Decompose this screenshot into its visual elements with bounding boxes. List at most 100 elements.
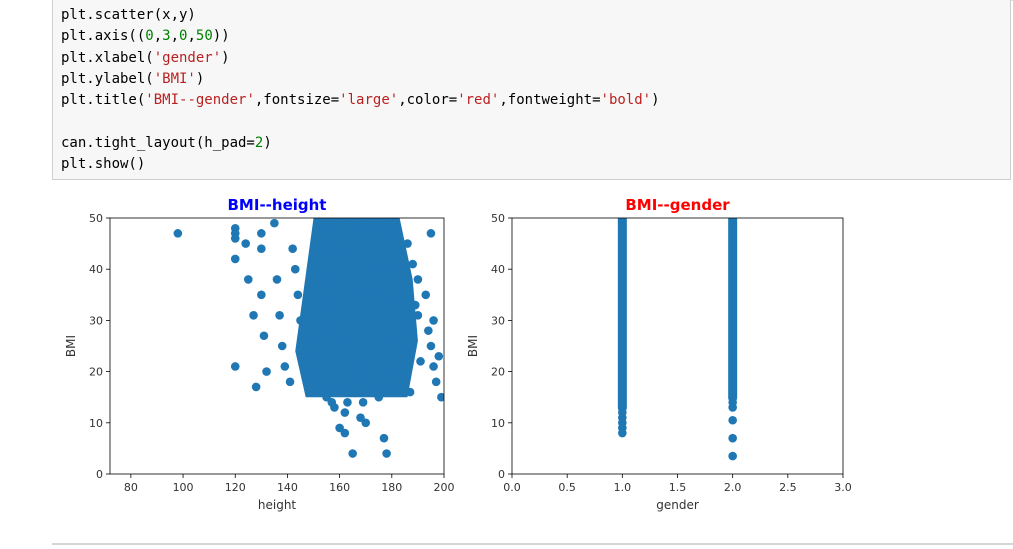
code-token: plt.axis(( [61, 28, 146, 45]
data-point [392, 264, 402, 274]
code-token: 'BMI--gender' [145, 92, 255, 109]
point-column [617, 218, 627, 413]
data-point [277, 341, 287, 351]
code-token: plt.show() [61, 156, 146, 173]
code-token: ) [263, 134, 272, 151]
code-line: plt.show() [61, 156, 145, 172]
data-point [377, 249, 386, 259]
point-column [728, 218, 738, 403]
data-point [343, 387, 352, 397]
next-cell-divider [52, 543, 1013, 545]
data-point [243, 275, 253, 284]
y-tick-label: 40 [89, 263, 103, 276]
code-token: 2 [254, 134, 264, 151]
plot-area [617, 218, 738, 461]
data-point [413, 275, 423, 284]
code-token: ) [651, 92, 660, 109]
data-point [298, 357, 308, 366]
data-point [304, 336, 313, 346]
y-tick-label: 30 [89, 314, 103, 327]
data-point [230, 362, 240, 371]
data-point [358, 398, 368, 407]
data-point [306, 351, 316, 361]
data-point [343, 398, 352, 407]
chart-title: BMI--height [228, 196, 327, 214]
data-point [728, 415, 737, 425]
data-point [319, 300, 329, 310]
data-point [424, 326, 433, 335]
data-point [728, 398, 737, 407]
y-tick-label: 10 [491, 417, 505, 430]
data-point [429, 362, 438, 371]
data-point [382, 449, 391, 458]
code-token: 'large' [339, 92, 399, 109]
data-point [262, 367, 271, 376]
data-point [429, 316, 438, 325]
y-axis-label: BMI [466, 335, 480, 357]
data-point [356, 372, 365, 382]
x-tick-label: 1.5 [669, 481, 687, 494]
x-tick-label: 0.0 [503, 481, 521, 494]
y-tick-label: 50 [491, 212, 505, 225]
data-point [257, 290, 266, 300]
data-point [309, 254, 318, 264]
data-point [366, 264, 376, 274]
data-point [437, 392, 444, 402]
code-token: ,fontsize= [254, 92, 340, 109]
data-point [371, 218, 381, 228]
code-line: plt.scatter(x,y) [61, 7, 196, 23]
data-point [241, 239, 250, 248]
y-axis-label: BMI [64, 335, 78, 357]
axes-frame [511, 217, 844, 475]
y-tick-label: 50 [89, 212, 103, 225]
data-point [259, 331, 269, 341]
data-point [251, 382, 261, 392]
x-tick-label: 100 [173, 481, 194, 494]
data-point [301, 316, 311, 325]
data-point [434, 351, 444, 361]
data-point [403, 239, 412, 248]
data-point [416, 357, 425, 366]
data-point [426, 229, 436, 238]
plot-area [173, 218, 444, 458]
code-token: plt.xlabel( [61, 49, 154, 66]
x-tick-label: 2.0 [724, 481, 742, 494]
x-tick-label: 1.0 [614, 481, 632, 494]
code-token: plt.title( [61, 92, 146, 109]
data-point [379, 433, 389, 443]
data-point [288, 244, 297, 254]
code-token: 0 [145, 28, 154, 45]
data-point [348, 357, 357, 366]
data-point [280, 362, 290, 371]
y-tick-label: 30 [491, 314, 505, 327]
data-point [408, 259, 417, 269]
y-tick-label: 20 [89, 366, 103, 379]
x-tick-label: 140 [277, 481, 298, 494]
data-point [257, 244, 266, 254]
code-token: 0 [179, 28, 188, 45]
data-point [230, 234, 240, 243]
code-token: 3 [162, 28, 171, 45]
data-point [728, 433, 737, 443]
y-tick-label: 20 [491, 366, 505, 379]
code-editor[interactable]: plt.scatter(x,y) plt.axis((0,3,0,50)) pl… [61, 5, 660, 175]
data-point [311, 372, 321, 382]
code-line: plt.title('BMI--gender',fontsize='large'… [61, 92, 660, 108]
code-token: 50 [195, 28, 213, 45]
y-tick-label: 0 [96, 468, 103, 481]
code-cell[interactable]: plt.scatter(x,y) plt.axis((0,3,0,50)) pl… [52, 0, 1011, 180]
data-point [337, 336, 347, 346]
x-tick-label: 200 [434, 481, 455, 494]
data-point [348, 449, 357, 458]
output-area: 80 100 120 140 160 180 200 0 10 20 30 40 50 BMI--heig… [52, 185, 1013, 535]
y-tick-label: 0 [498, 468, 505, 481]
x-tick-label: 80 [124, 481, 138, 494]
data-point [257, 229, 266, 238]
code-token: , [170, 28, 180, 45]
data-point [421, 290, 431, 300]
x-tick-label: 3.0 [834, 481, 852, 494]
code-token: 'red' [457, 92, 500, 109]
data-point [285, 377, 295, 387]
x-axis-label: height [258, 498, 297, 512]
data-point [358, 223, 368, 233]
